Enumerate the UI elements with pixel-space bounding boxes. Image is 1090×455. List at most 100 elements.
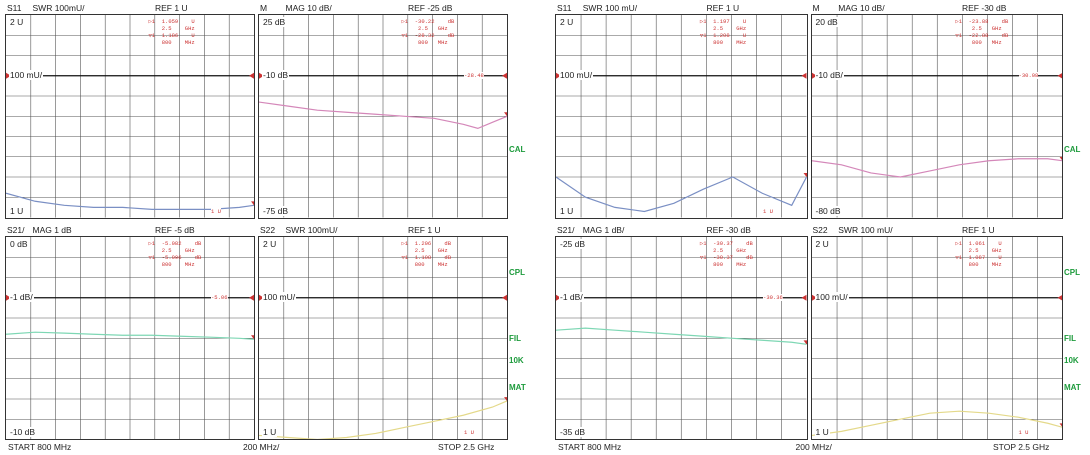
- trace-line-s11: [6, 192, 254, 210]
- reference-arrow-left: [556, 294, 561, 301]
- trace-grid: 25 dB -10 dB -75 dB ▷1 -30.22 dB 2.5 GHz ▽1…: [258, 14, 508, 219]
- scale-reference-label: 100 mU/: [262, 291, 297, 302]
- trace-header: S21/MAG 1 dB/REF -30 dB: [555, 222, 808, 236]
- scale-top-label: 2 U: [262, 238, 278, 249]
- reference-arrow-right: [502, 294, 507, 301]
- softkey-label-10k: 10K: [509, 356, 524, 366]
- reference-arrow-left: [811, 294, 817, 301]
- trace-line-s11: [556, 176, 807, 213]
- scale-bottom-label: -80 dB: [814, 205, 842, 216]
- trace-title: M: [812, 3, 820, 13]
- trace-title: S21/: [557, 224, 575, 235]
- softkey-label-mat: MAT: [509, 382, 526, 392]
- trace-panel-s22: S22 SWR 100mU/REF 1 U 2 U 100 mU/1 U ▷1 1.20…: [258, 222, 508, 440]
- scale-reference-label: -1 dB/: [559, 291, 584, 302]
- trace-header: S22 SWR 100 mU/REF 1 U: [811, 222, 1064, 236]
- frequency-span: 200 MHz/: [243, 442, 280, 452]
- trace-panel-s21: S21/MAG 1 dB REF -5 dB 0 dB -1 dB/ -10 dB ▷1 …: [5, 222, 255, 440]
- marker-readout-block: ▷1 1.059 U 2.5 GHz ▽1 1.186 U 800 MHz: [148, 18, 195, 46]
- marker-triangle: [251, 201, 254, 206]
- trace-plot: [259, 236, 507, 439]
- softkey-label-cal: CAL: [509, 145, 526, 155]
- reference-arrow-left: [259, 72, 264, 79]
- trace-format: MAG 10 dB/: [285, 3, 332, 13]
- reference-arrow-right: [249, 294, 254, 301]
- marker-value-readout: -28.48: [464, 72, 484, 80]
- trace-plot: [6, 236, 254, 439]
- trace-header: S11 SWR 100 mU/REF 1 U: [555, 0, 808, 14]
- trace-reference: REF -25 dB: [408, 3, 453, 13]
- softkey-label-cpl: CPL: [1064, 268, 1080, 278]
- printout-left: S11 SWR 100mU/REF 1 U 2 U 100 mU/1 U ▷1 1.05…: [5, 0, 526, 455]
- trace-line-s21: [556, 327, 807, 345]
- marker-readout-block: ▷1 -30.22 dB 2.5 GHz ▽1 -28.32 dB 800 MH…: [401, 18, 455, 46]
- marker-readout-block: ▷1 1.206 dB 2.5 GHz ▽1 1.108 dB 800 MHz: [401, 239, 452, 268]
- trace-header: M MAG 10 dB/REF -25 dB: [258, 0, 508, 14]
- scale-bottom-label: -75 dB: [262, 205, 290, 216]
- scale-bottom-label: 1 U: [559, 205, 575, 216]
- trace-plot: [811, 15, 1062, 218]
- reference-arrow-right: [801, 72, 807, 79]
- trace-title: S21/: [7, 224, 25, 235]
- reference-arrow-right: [1057, 72, 1062, 79]
- trace-grid: 2 U 100 mU/1 U ▷1 1.206 dB 2.5 GHz ▽1 1.10…: [258, 235, 508, 440]
- reference-arrow-right: [502, 72, 507, 79]
- trace-header: S11 SWR 100mU/REF 1 U: [5, 0, 255, 14]
- reference-arrow-right: [249, 72, 254, 79]
- scale-top-label: -25 dB: [559, 238, 587, 249]
- trace-header: M MAG 10 dB/REF -30 dB: [811, 0, 1064, 14]
- reference-arrow-left: [6, 294, 11, 301]
- scale-top-label: 25 dB: [262, 17, 287, 27]
- trace-panel-s22: S22 SWR 100 mU/REF 1 U 2 U 100 mU/1 U ▷1 1.0…: [810, 222, 1064, 440]
- trace-reference: REF 1 U: [408, 224, 441, 235]
- scale-reference-label: 100 mU/: [814, 291, 849, 302]
- softkey-label-mat: MAT: [1064, 382, 1081, 392]
- scale-bottom-label: 1 U: [814, 427, 830, 437]
- softkey-label-fil: FIL: [509, 334, 521, 344]
- trace-title: S22: [260, 224, 276, 235]
- stop-frequency: STOP 2.5 GHz: [438, 442, 495, 452]
- scale-reference-label: -1 dB/: [9, 291, 34, 302]
- trace-title: S11: [557, 3, 572, 13]
- trace-line-s11mag: [811, 158, 1062, 178]
- trace-format: MAG 1 dB: [32, 224, 72, 235]
- trace-line-s11mag: [259, 101, 507, 130]
- scale-reference-label: 100 mU/: [559, 70, 594, 81]
- trace-format: MAG 10 dB/: [838, 3, 885, 13]
- trace-grid: -25 dB -1 dB/ -35 dB ▷1 -30.37 dB 2.5 GHz ▽…: [555, 235, 808, 440]
- trace-header: S22 SWR 100mU/REF 1 U: [258, 222, 508, 236]
- scale-bottom-label: 1 U: [262, 427, 278, 437]
- trace-reference: REF 1 U: [155, 3, 188, 13]
- marker-value-readout: 1 U: [464, 429, 474, 436]
- printout-right: S11 SWR 100 mU/REF 1 U 2 U 100 mU/1 U ▷1 1.1…: [555, 0, 1081, 455]
- trace-reference: REF -30 dB: [962, 3, 1007, 13]
- frequency-span: 200 MHz/: [795, 442, 832, 452]
- trace-line-s22: [811, 410, 1062, 436]
- reference-arrow-right: [1057, 294, 1062, 301]
- trace-format: SWR 100 mU/: [838, 224, 893, 235]
- trace-line-s21: [6, 331, 254, 340]
- trace-grid: 2 U 100 mU/1 U ▷1 1.197 U 2.5 GHz ▽1 1.208…: [555, 14, 808, 219]
- trace-reference: REF 1 U: [962, 224, 995, 235]
- marker-readout-block: ▷1 -30.37 dB 2.5 GHz ▽1 -30.37 dB 800 MH…: [699, 239, 753, 268]
- trace-panel-s11: S11 SWR 100mU/REF 1 U 2 U 100 mU/1 U ▷1 1.05…: [5, 0, 255, 219]
- start-frequency: START 800 MHz: [558, 442, 622, 452]
- reference-arrow-left: [259, 294, 264, 301]
- trace-panel-s11: S11 SWR 100 mU/REF 1 U 2 U 100 mU/1 U ▷1 1.1…: [555, 0, 808, 219]
- scale-bottom-label: 1 U: [9, 205, 25, 216]
- marker-value-readout: 1 U: [211, 207, 221, 215]
- trace-plot: [811, 236, 1062, 439]
- trace-reference: REF 1 U: [706, 3, 740, 13]
- trace-plot: [556, 15, 807, 218]
- stop-frequency: STOP 2.5 GHz: [993, 442, 1050, 452]
- marker-readout-block: ▷1 1.197 U 2.5 GHz ▽1 1.208 U 800 MHz: [699, 18, 747, 46]
- marker-triangle: [504, 112, 507, 117]
- trace-title: S22: [812, 224, 828, 235]
- marker-value-readout: -5.06: [211, 293, 228, 301]
- trace-panel-s11mag: M MAG 10 dB/REF -30 dB 20 dB -10 dB/ -80 dB ▷…: [810, 0, 1064, 219]
- scale-top-label: 0 dB: [9, 238, 29, 249]
- marker-value-readout: 1 U: [1018, 429, 1029, 436]
- trace-reference: REF -5 dB: [155, 224, 195, 235]
- trace-line-s22: [259, 399, 507, 439]
- reference-arrow-left: [811, 72, 817, 79]
